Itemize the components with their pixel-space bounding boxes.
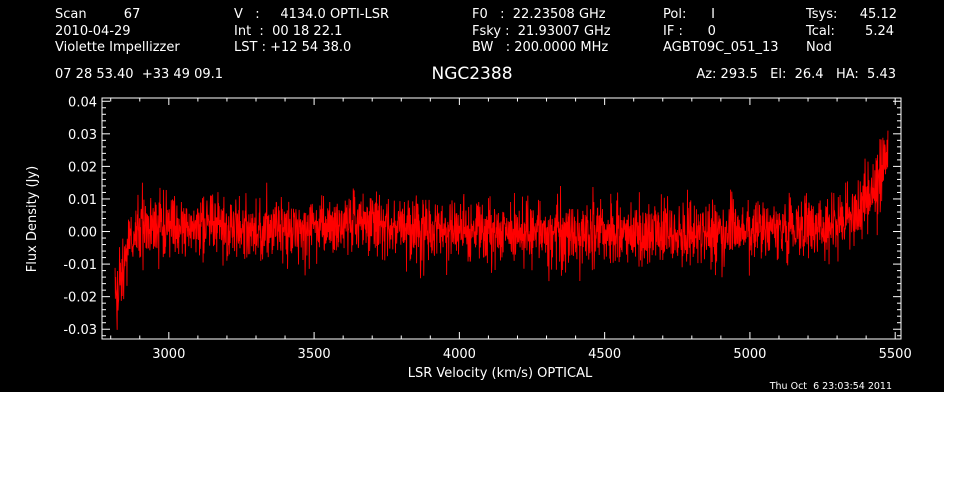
spectrum-chart: Scan 67 2010-04-29 Violette Impellizzer … [25,7,912,392]
x-axis-label: LSR Velocity (km/s) OPTICAL [408,366,593,381]
x-tick-label: 4500 [588,347,621,362]
header-f0: F0 : 22.23508 GHz [472,7,606,22]
header-fsky: Fsky : 21.93007 GHz [472,24,611,39]
header-tsys-label: Tsys: [805,7,837,22]
header-coordinates: 07 28 53.40 +33 49 09.1 [55,67,223,82]
header-polarization: Pol: I [663,7,715,22]
header-if: IF : 0 [663,24,716,39]
axes-layer: 3000 3500 4000 4500 5000 5500 -0.03 -0.02 -0.01 0… [63,95,911,362]
header-bandwidth: BW : 200.0000 MHz [472,40,608,55]
y-tick-label: -0.01 [63,258,97,273]
y-axis-label: Flux Density (Jy) [25,166,40,272]
y-tick-label: -0.02 [63,291,97,306]
plot-window: Scan 67 2010-04-29 Violette Impellizzer … [0,0,944,392]
header-tcal-label: Tcal: [805,24,835,39]
x-tick-label: 3500 [298,347,331,362]
header-date: 2010-04-29 [55,24,131,39]
header-tcal-value: 5.24 [865,24,894,39]
x-tick-label: 3000 [152,347,185,362]
x-tick-label: 5500 [879,347,912,362]
header-pointing: Az: 293.5 El: 26.4 HA: 5.43 [696,67,896,82]
x-tick-label: 4000 [443,347,476,362]
header-integration: Int : 00 18 22.1 [234,24,342,39]
header-nod-label: Nod [806,40,832,55]
header-scan: Scan 67 [55,7,140,22]
y-tick-label: 0.02 [68,160,97,175]
plot-frame [101,97,902,340]
x-tick-label: 5000 [733,347,766,362]
y-tick-label: 0.00 [68,226,97,241]
header-tsys-value: 45.12 [860,7,897,22]
chart-title: NGC2388 [431,64,512,84]
y-tick-label: -0.03 [63,323,97,338]
header-project: AGBT09C_051_13 [663,40,779,55]
timestamp: Thu Oct 6 23:03:54 2011 [769,381,892,392]
y-tick-label: 0.04 [68,95,97,110]
spectrum-series-line [114,130,889,330]
y-tick-label: 0.01 [68,193,97,208]
header-observer: Violette Impellizzer [55,40,180,55]
header-lst: LST : +12 54 38.0 [234,40,351,55]
y-tick-label: 0.03 [68,128,97,143]
series-layer [114,130,889,330]
header-velocity: V : 4134.0 OPTI-LSR [234,7,389,22]
